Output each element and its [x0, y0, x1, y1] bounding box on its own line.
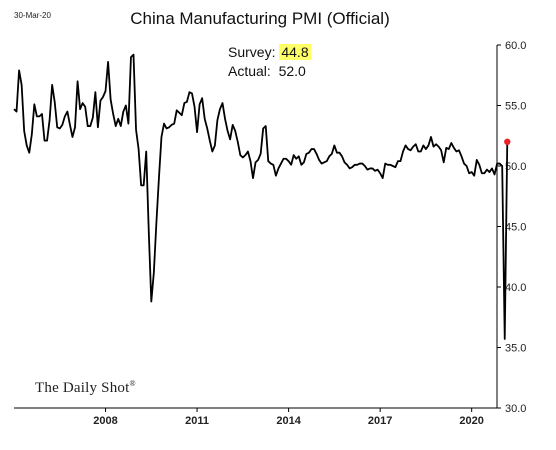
x-tick-label: 2014: [276, 415, 301, 427]
date-stamp: 30-Mar-20: [14, 11, 51, 20]
registered-mark-icon: ®: [129, 379, 136, 388]
y-tick-label: 55.0: [505, 101, 526, 113]
survey-label: Survey:: [228, 44, 276, 60]
latest-value-marker: [504, 138, 511, 145]
pmi-series-line: [13, 53, 509, 340]
y-tick-label: 45.0: [505, 222, 526, 234]
watermark-logo: The Daily Shot®: [35, 379, 136, 396]
y-tick-label: 60.0: [505, 40, 526, 52]
actual-label: Actual:: [228, 63, 271, 79]
x-tick-label: 2008: [93, 415, 117, 427]
actual-annotation: Actual: 52.0: [228, 63, 306, 79]
y-tick-label: 30.0: [505, 403, 526, 415]
y-tick-label: 40.0: [505, 282, 526, 294]
chart-title: China Manufacturing PMI (Official): [130, 9, 390, 28]
survey-value: 44.8: [279, 44, 311, 60]
y-tick-label: 50.0: [505, 161, 526, 173]
x-tick-label: 2020: [459, 415, 483, 427]
survey-annotation: Survey: 44.8: [228, 44, 311, 60]
x-tick-label: 2017: [368, 415, 392, 427]
y-tick-label: 35.0: [505, 343, 526, 355]
x-tick-label: 2011: [185, 415, 209, 427]
actual-value: 52.0: [278, 63, 306, 79]
